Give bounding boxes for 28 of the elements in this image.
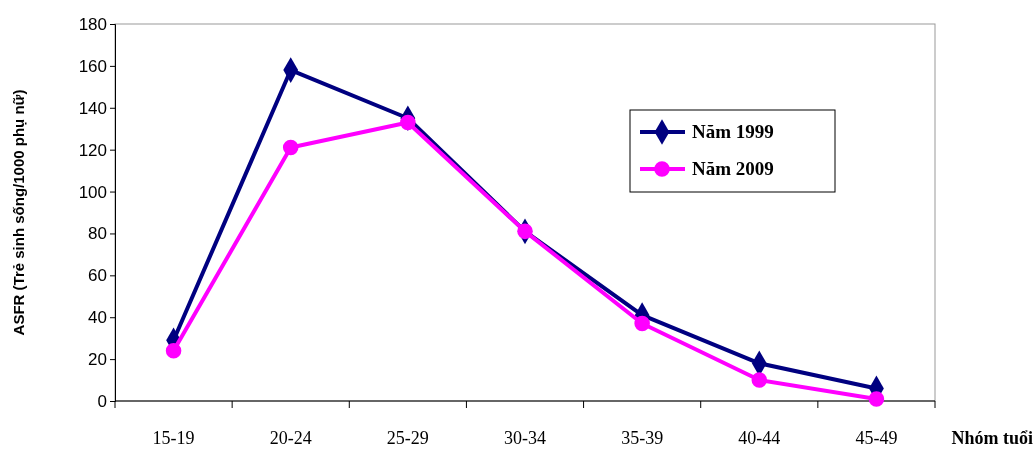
x-tick-label: 15-19 xyxy=(152,428,195,448)
point xyxy=(400,114,416,131)
point xyxy=(165,342,182,359)
y-tick-label: 140 xyxy=(78,98,107,118)
y-tick-label: 160 xyxy=(78,56,107,76)
legend-label: Năm 2009 xyxy=(692,158,774,179)
y-tick-label: 0 xyxy=(97,391,107,411)
x-tick-label: 40-44 xyxy=(738,428,781,448)
x-tick-label: 45-49 xyxy=(855,428,898,448)
x-tick-label: 30-34 xyxy=(504,428,546,448)
y-tick-label: 40 xyxy=(88,308,107,328)
y-tick-label: 20 xyxy=(88,350,107,370)
y-tick-label: 80 xyxy=(88,224,107,244)
point xyxy=(282,139,299,156)
y-tick-label: 60 xyxy=(88,266,107,286)
x-tick-label: 35-39 xyxy=(621,428,664,448)
point xyxy=(634,315,650,332)
y-tick-label: 120 xyxy=(78,140,107,160)
legend-label: Năm 1999 xyxy=(692,121,774,142)
x-axis-title: Nhóm tuổi xyxy=(951,428,1033,448)
point xyxy=(751,372,768,388)
y-axis-title: ASFR (Trẻ sinh sống/1000 phụ nữ) xyxy=(10,89,27,336)
y-tick-label: 180 xyxy=(78,14,107,34)
x-tick-label: 25-29 xyxy=(386,428,429,448)
x-tick-label: 20-24 xyxy=(269,428,312,448)
point xyxy=(517,223,533,240)
y-tick-label: 100 xyxy=(78,182,107,202)
point xyxy=(868,391,885,407)
